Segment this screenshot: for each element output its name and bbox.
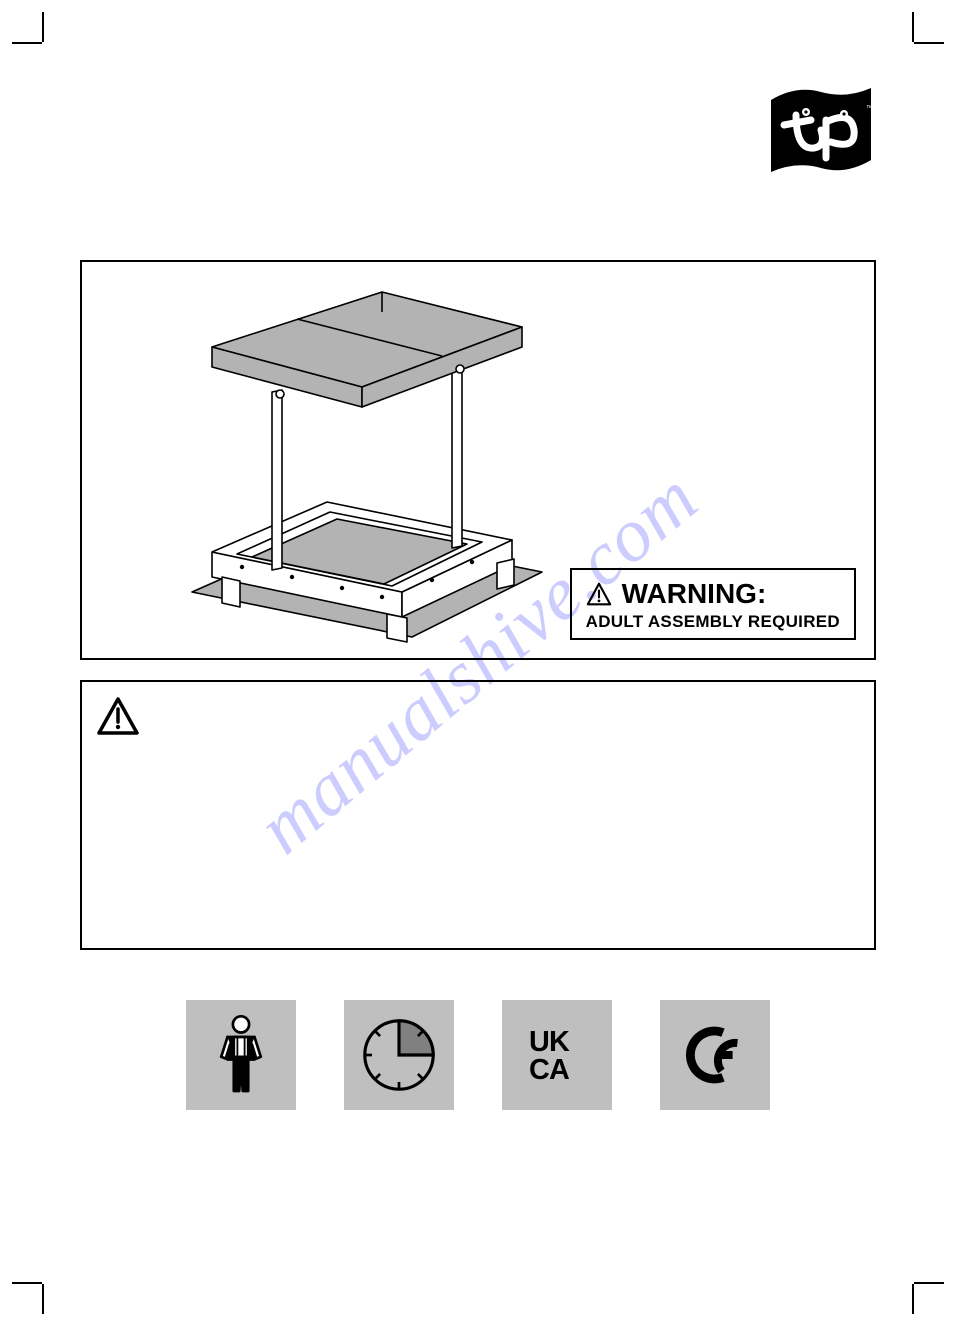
ukca-mark-icon: UK CA (502, 1000, 612, 1110)
crop-mark (42, 12, 44, 42)
page-content: manualshive.com ™ (60, 60, 896, 1266)
warning-box: WARNING: ADULT ASSEMBLY REQUIRED (570, 568, 856, 640)
crop-mark (12, 42, 42, 44)
ce-mark-icon (660, 1000, 770, 1110)
product-illustration-box: WARNING: ADULT ASSEMBLY REQUIRED (80, 260, 876, 660)
crop-mark (912, 1284, 914, 1314)
time-required-icon (344, 1000, 454, 1110)
sandbox-illustration (152, 272, 552, 652)
people-required-icon (186, 1000, 296, 1110)
warning-subtitle: ADULT ASSEMBLY REQUIRED (586, 612, 840, 632)
svg-text:™: ™ (866, 105, 873, 112)
warning-triangle-icon (96, 696, 140, 736)
crop-mark (914, 42, 944, 44)
tp-logo: ™ (766, 80, 876, 180)
info-icon-row: UK CA (80, 1000, 876, 1110)
crop-mark (912, 12, 914, 42)
crop-mark (914, 1282, 944, 1284)
svg-text:UK: UK (529, 1026, 570, 1058)
crop-mark (42, 1284, 44, 1314)
crop-mark (12, 1282, 42, 1284)
warnings-panel (80, 680, 876, 950)
warning-triangle-icon (586, 582, 612, 606)
warning-title: WARNING: (622, 578, 767, 610)
svg-text:CA: CA (529, 1054, 570, 1086)
